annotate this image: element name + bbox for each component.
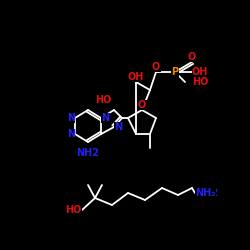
Text: OH: OH	[192, 67, 208, 77]
Text: O: O	[152, 62, 160, 72]
Text: NH₂: NH₂	[195, 188, 216, 198]
Text: N: N	[114, 122, 122, 132]
Text: P: P	[172, 67, 178, 77]
Text: O: O	[188, 52, 196, 62]
Text: HO: HO	[66, 205, 82, 215]
Text: N: N	[67, 113, 75, 123]
Text: N: N	[67, 129, 75, 139]
Text: HO: HO	[66, 205, 82, 215]
Text: HO: HO	[96, 95, 112, 105]
Text: NH2: NH2	[76, 148, 100, 158]
Text: HO: HO	[192, 77, 208, 87]
Text: OH: OH	[128, 72, 144, 82]
Text: NH2: NH2	[195, 188, 218, 198]
Text: O: O	[138, 100, 146, 110]
Text: N: N	[101, 113, 109, 123]
